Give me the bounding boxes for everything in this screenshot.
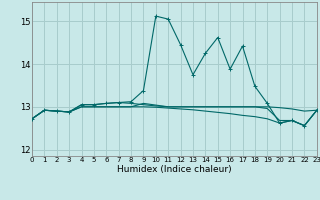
X-axis label: Humidex (Indice chaleur): Humidex (Indice chaleur) bbox=[117, 165, 232, 174]
